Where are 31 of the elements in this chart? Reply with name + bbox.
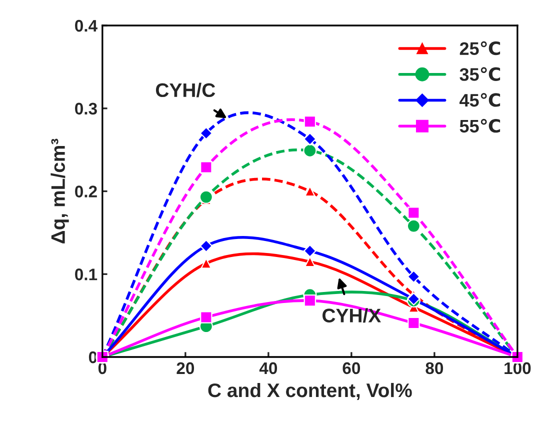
legend-label: 25℃: [460, 41, 500, 56]
annotation: CYH/C: [156, 82, 216, 98]
point: [304, 116, 316, 128]
x-tick-label: 80: [426, 362, 444, 374]
annotation: CYH/X: [322, 308, 381, 323]
point: [200, 126, 213, 140]
y-tick-label: 0.3: [75, 102, 97, 115]
point: [406, 219, 420, 233]
y-tick-label: 0.2: [75, 186, 97, 198]
legend-label: 35℃: [460, 67, 500, 81]
point: [303, 132, 316, 146]
point: [407, 270, 420, 284]
legend-label: 45℃: [460, 93, 500, 107]
point: [200, 161, 212, 174]
y-tick-label: 0.4: [75, 20, 98, 32]
x-axis-title: C and X content, Vol%: [208, 382, 412, 400]
y-axis-title: Δq, mL/cm³: [50, 138, 69, 244]
point: [200, 240, 213, 252]
point: [408, 206, 420, 219]
x-tick-label: 100: [504, 362, 531, 374]
point: [199, 190, 213, 204]
x-tick-label: 60: [342, 362, 360, 374]
point: [303, 144, 317, 158]
x-tick-label: 20: [176, 362, 194, 374]
point: [303, 244, 316, 258]
y-tick-label: 0.1: [75, 268, 98, 280]
x-tick-label: 40: [259, 362, 278, 374]
point: [200, 311, 212, 324]
point: [304, 294, 316, 307]
point: [408, 316, 420, 330]
legend-label: 55℃: [460, 118, 500, 133]
